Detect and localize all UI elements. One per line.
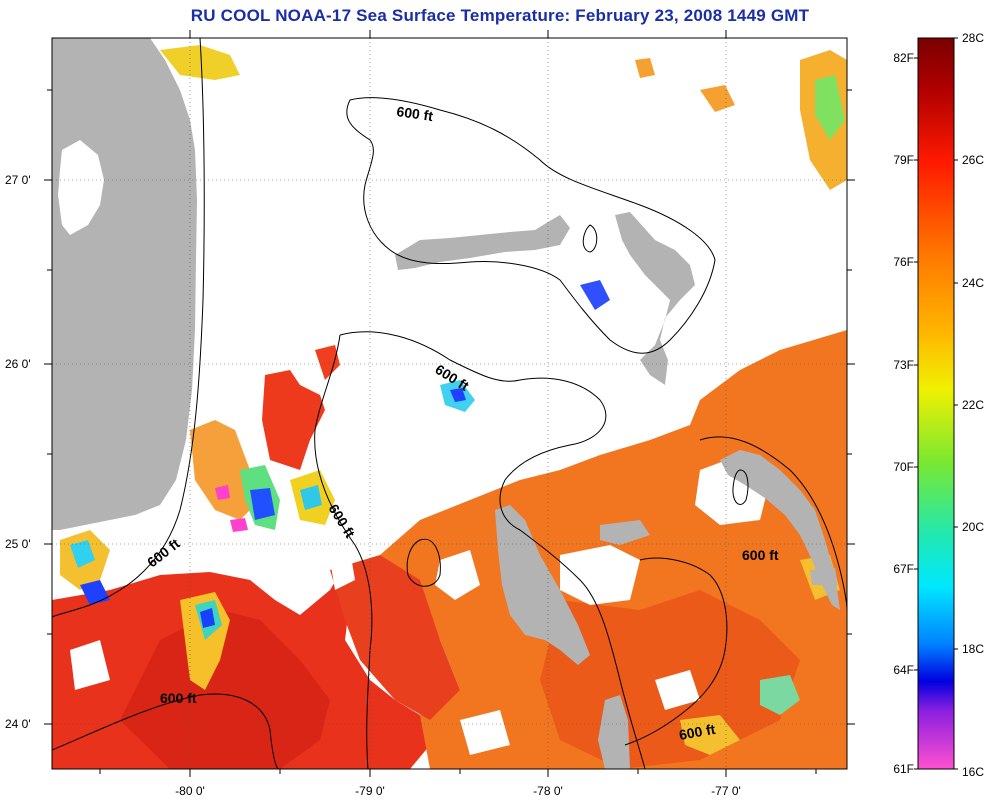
colorbar-f-label: 73F xyxy=(893,358,914,372)
contour-label: 600 ft xyxy=(742,547,779,563)
lon-label: -79 0' xyxy=(355,784,385,798)
cool-patches xyxy=(60,45,847,755)
cloud-hole xyxy=(655,670,700,710)
colorbar-c-label: 24C xyxy=(962,276,985,290)
abaco-land xyxy=(615,212,695,385)
colorbar-f-label: 79F xyxy=(893,153,914,167)
sst-orange-patch-north xyxy=(190,420,260,520)
graticule xyxy=(52,38,847,769)
cloud-hole xyxy=(560,545,640,605)
florida-land xyxy=(52,38,197,530)
colorbar-c-label: 26C xyxy=(962,153,985,167)
lat-label: 24 0' xyxy=(5,717,31,731)
colorbar-f-label: 61F xyxy=(893,762,914,776)
cloud-hole xyxy=(70,640,110,690)
depth-contours xyxy=(52,38,847,769)
sst-orange-patch-small xyxy=(315,345,340,380)
colorbar-f-label: 70F xyxy=(893,460,914,474)
sst-red-patch xyxy=(330,555,460,720)
colorbar-f-label: 82F xyxy=(893,51,914,65)
colorbar-c-label: 16C xyxy=(962,765,985,779)
lon-label: -78 0' xyxy=(533,784,563,798)
islands-small xyxy=(600,520,650,545)
colorbar-c-label: 20C xyxy=(962,520,985,534)
andros-land xyxy=(495,505,590,665)
islands-small xyxy=(810,568,838,585)
sst-red-patch-north xyxy=(262,370,325,470)
andros-south-land xyxy=(598,695,630,769)
colorbar-f-label: 67F xyxy=(893,562,914,576)
map-frame xyxy=(51,37,848,770)
cloud-hole xyxy=(435,550,480,600)
grand-bahama-land xyxy=(395,215,570,270)
contour-label: 600 ft xyxy=(160,690,197,706)
axis-ticks xyxy=(44,30,855,777)
lat-label: 26 0' xyxy=(5,357,31,371)
colorbar-f-label: 76F xyxy=(893,255,914,269)
colorbar xyxy=(917,37,955,770)
lat-label: 27 0' xyxy=(5,173,31,187)
contour-label: 600 ft xyxy=(678,721,717,743)
cloud-hole xyxy=(460,710,510,755)
lake-okeechobee xyxy=(58,140,104,235)
colorbar-c-label: 22C xyxy=(962,398,985,412)
colorbar-f-label: 64F xyxy=(893,663,914,677)
contour-label: 600 ft xyxy=(396,103,435,124)
colorbar-ticks xyxy=(914,37,958,770)
eleuthera-land xyxy=(720,450,840,610)
lon-label: -77 0' xyxy=(711,784,741,798)
map-title: RU COOL NOAA-17 Sea Surface Temperature:… xyxy=(190,6,810,25)
lon-label: -80 0' xyxy=(175,784,205,798)
sst-red-darker xyxy=(120,610,330,769)
colorbar-c-label: 18C xyxy=(962,642,985,656)
colorbar-c-label: 28C xyxy=(962,31,985,45)
lat-label: 25 0' xyxy=(5,537,31,551)
cloud-hole xyxy=(330,550,355,590)
